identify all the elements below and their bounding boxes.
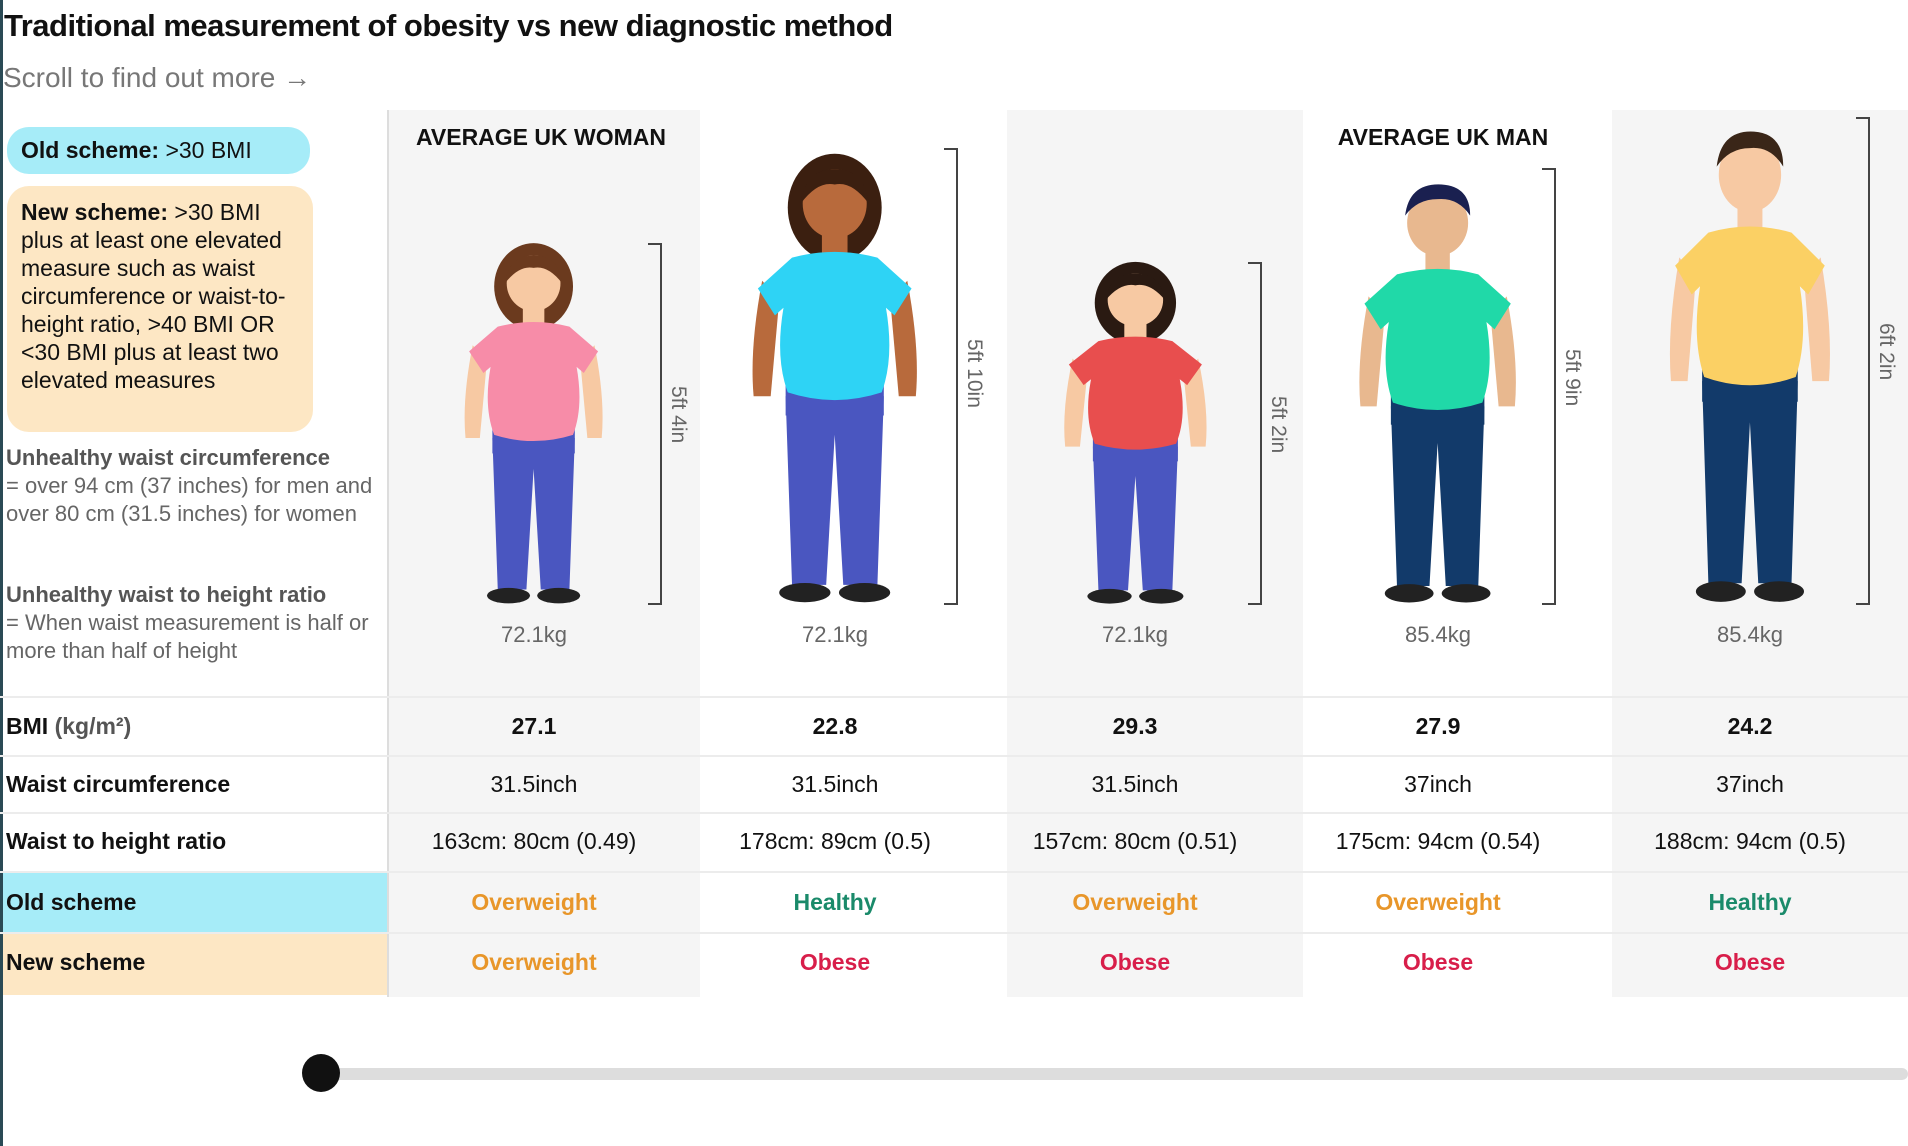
cell-ratio: 163cm: 80cm (0.49) xyxy=(431,828,637,854)
note-title: Unhealthy waist to height ratio xyxy=(6,582,327,607)
row-label-old: Old scheme xyxy=(6,889,137,915)
height-label: 5ft 9in xyxy=(1561,348,1584,406)
cell-new: Obese xyxy=(1099,949,1171,975)
row-divider xyxy=(0,755,1908,757)
cell-old: Overweight xyxy=(1375,889,1501,915)
row-label-ratio: Waist to height ratio xyxy=(6,828,227,854)
cell-bmi: 29.3 xyxy=(1112,713,1158,739)
cell-new: Obese xyxy=(1714,949,1786,975)
height-bracket xyxy=(944,148,958,605)
cell-ratio: 157cm: 80cm (0.51) xyxy=(1032,828,1238,854)
person-figure xyxy=(1669,131,1831,602)
row-divider xyxy=(0,812,1908,814)
new-scheme-legend: New scheme: >30 BMI plus at least one el… xyxy=(7,186,313,432)
cell-old: Healthy xyxy=(793,889,877,915)
cell-ratio: 175cm: 94cm (0.54) xyxy=(1335,828,1541,854)
legend-text: >30 BMI plus at least one elevated measu… xyxy=(21,199,286,393)
old-scheme-label-bg xyxy=(3,873,387,932)
cell-new: Overweight xyxy=(471,949,597,975)
note-title: Unhealthy waist circumference xyxy=(6,445,331,470)
header-man: AVERAGE UK MAN xyxy=(1337,124,1549,150)
row-divider xyxy=(0,871,1908,873)
person-figure xyxy=(1063,261,1207,604)
weight-label: 85.4kg xyxy=(1716,622,1784,647)
cell-old: Overweight xyxy=(471,889,597,915)
cell-ratio: 188cm: 94cm (0.5) xyxy=(1654,828,1846,854)
unit: (kg/m²) xyxy=(54,713,132,739)
row-divider xyxy=(0,932,1908,934)
height-bracket xyxy=(1856,117,1870,605)
height-bracket xyxy=(1542,168,1556,605)
scroll-slider-track[interactable] xyxy=(321,1068,1908,1080)
cell-new: Obese xyxy=(799,949,871,975)
cell-old: Overweight xyxy=(1072,889,1198,915)
weight-label: 85.4kg xyxy=(1404,622,1472,647)
cell-waist: 37inch xyxy=(1716,771,1784,797)
cell-waist: 31.5inch xyxy=(791,771,879,797)
divider xyxy=(387,110,389,997)
label: BMI xyxy=(6,713,49,739)
cell-waist: 31.5inch xyxy=(490,771,578,797)
height-label: 5ft 10in xyxy=(963,338,986,408)
row-divider xyxy=(0,696,1908,698)
height-label: 5ft 4in xyxy=(667,386,690,444)
old-scheme-legend: Old scheme: >30 BMI xyxy=(7,127,310,174)
header-woman: AVERAGE UK WOMAN xyxy=(415,124,666,150)
cell-bmi: 24.2 xyxy=(1727,713,1773,739)
page-title: Traditional measurement of obesity vs ne… xyxy=(4,8,893,43)
row-label-new: New scheme xyxy=(6,949,146,975)
scroll-slider-handle[interactable] xyxy=(302,1054,340,1092)
new-scheme-label-bg xyxy=(3,934,387,995)
note-text: = over 94 cm (37 inches) for men and ove… xyxy=(6,473,373,526)
legend-label: New scheme: xyxy=(21,199,169,225)
legend-label: Old scheme: xyxy=(21,137,160,163)
waist-note: Unhealthy waist circumference = over 94 c… xyxy=(6,444,376,528)
person-figure xyxy=(1359,184,1517,603)
ratio-note: Unhealthy waist to height ratio = When wa… xyxy=(6,581,376,665)
cell-ratio: 178cm: 89cm (0.5) xyxy=(739,828,931,854)
cell-old: Healthy xyxy=(1708,889,1792,915)
weight-label: 72.1kg xyxy=(1101,622,1169,647)
height-bracket xyxy=(1248,262,1262,605)
height-label: 5ft 2in xyxy=(1267,395,1290,453)
person-figure xyxy=(752,153,918,603)
cell-bmi: 22.8 xyxy=(812,713,858,739)
height-label: 6ft 2in xyxy=(1875,323,1898,381)
cell-waist: 37inch xyxy=(1404,771,1472,797)
weight-label: 72.1kg xyxy=(500,622,568,647)
cell-bmi: 27.9 xyxy=(1415,713,1461,739)
height-bracket xyxy=(648,243,662,605)
person-figure xyxy=(464,243,603,604)
cell-waist: 31.5inch xyxy=(1091,771,1179,797)
cell-bmi: 27.1 xyxy=(511,713,557,739)
legend-text: >30 BMI xyxy=(165,137,252,163)
note-text: = When waist measurement is half or more… xyxy=(6,610,369,663)
row-label-bmi: BMI (kg/m²) xyxy=(6,697,131,755)
window-edge xyxy=(0,0,3,1146)
cell-new: Obese xyxy=(1402,949,1474,975)
scroll-hint: Scroll to find out more → xyxy=(3,62,312,93)
row-label-waist: Waist circumference xyxy=(6,771,231,797)
weight-label: 72.1kg xyxy=(801,622,869,647)
